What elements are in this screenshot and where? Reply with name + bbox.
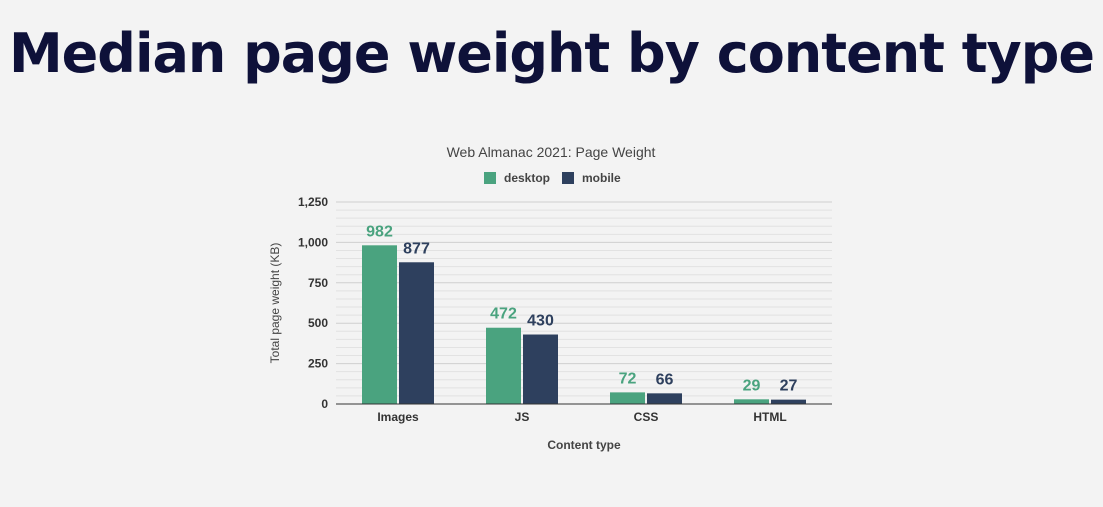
legend: desktop mobile [484, 171, 621, 185]
bar-mobile-css [647, 393, 682, 404]
x-category-label: HTML [753, 410, 786, 424]
y-tick-label: 500 [308, 316, 328, 330]
x-category-label: Images [377, 410, 419, 424]
y-tick-label: 250 [308, 357, 328, 371]
x-category-label: JS [515, 410, 530, 424]
x-category-label: CSS [634, 410, 659, 424]
y-axis-ticks: 0 250 500 750 1,000 1,250 [298, 195, 328, 411]
bar-desktop-images [362, 245, 397, 404]
y-tick-label: 1,250 [298, 195, 328, 209]
bar-desktop-css [610, 392, 645, 404]
page-title: Median page weight by content type [8, 22, 1095, 85]
y-tick-label: 750 [308, 276, 328, 290]
data-label-mobile-html: 27 [780, 378, 798, 395]
chart-title: Web Almanac 2021: Page Weight [447, 144, 656, 160]
data-label-desktop-js: 472 [490, 306, 517, 323]
legend-swatch-mobile [562, 172, 574, 184]
data-label-desktop-images: 982 [366, 223, 393, 240]
y-axis-title: Total page weight (KB) [268, 243, 282, 364]
data-label-mobile-css: 66 [656, 371, 674, 388]
data-label-desktop-css: 72 [619, 370, 637, 387]
bar-mobile-html [771, 399, 806, 404]
legend-label-desktop: desktop [504, 171, 550, 185]
data-labels: 982 877 472 430 72 66 29 27 [366, 223, 797, 394]
bar-mobile-images [399, 262, 434, 404]
legend-swatch-desktop [484, 172, 496, 184]
legend-label-mobile: mobile [582, 171, 621, 185]
data-label-mobile-js: 430 [527, 313, 554, 330]
y-tick-label: 1,000 [298, 235, 328, 249]
bar-mobile-js [523, 334, 558, 404]
bar-desktop-js [486, 327, 521, 404]
x-axis-categories: Images JS CSS HTML [377, 410, 786, 424]
bars [362, 245, 806, 404]
data-label-mobile-images: 877 [403, 240, 430, 257]
data-label-desktop-html: 29 [743, 377, 761, 394]
bar-desktop-html [734, 399, 769, 404]
x-axis-title: Content type [547, 438, 621, 452]
y-tick-label: 0 [321, 397, 328, 411]
